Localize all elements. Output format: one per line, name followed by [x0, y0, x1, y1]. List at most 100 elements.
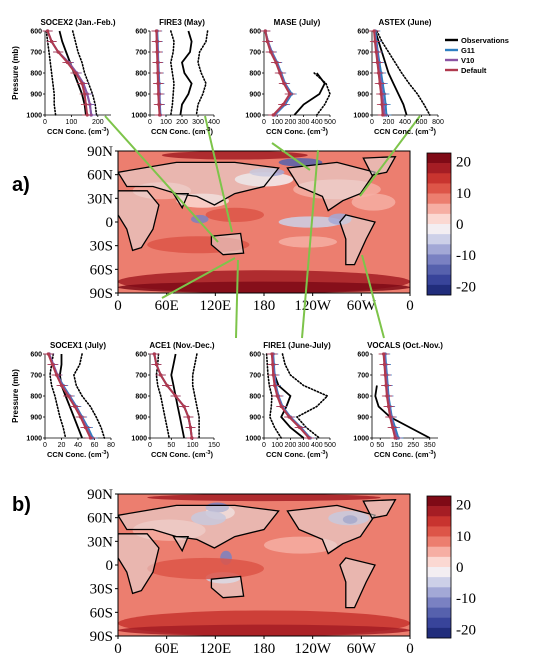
- profile-x-tick-label: 300: [192, 119, 204, 126]
- map-a-lon-label: 120E: [199, 298, 231, 314]
- profile-x-tick-label: 0: [262, 119, 266, 126]
- profile-y-tick-label: 1000: [353, 436, 369, 443]
- colorbar-a-tick-label: 20: [456, 155, 471, 171]
- default-point: [188, 425, 193, 430]
- default-point: [154, 362, 158, 367]
- map-a-anomaly-region: [118, 281, 410, 293]
- observations-spread-line: [45, 30, 57, 116]
- default-point: [382, 362, 386, 367]
- default-point: [84, 102, 88, 107]
- map-a-anomaly-region: [278, 216, 343, 228]
- profile-y-tick-label: 600: [357, 29, 369, 36]
- profile-title: FIRE3 (May): [159, 18, 205, 27]
- map-b-lon-label: 0: [406, 641, 414, 657]
- default-point: [156, 81, 160, 86]
- legend-label: Default: [461, 66, 487, 75]
- default-point: [393, 436, 397, 440]
- default-point: [157, 102, 161, 107]
- map-b-anomaly-region: [118, 624, 410, 636]
- default-point: [88, 436, 92, 440]
- map-b-lon-label: 60E: [155, 641, 179, 657]
- default-point: [174, 394, 178, 398]
- colorbar-a-swatch: [427, 193, 451, 205]
- profile-y-tick-label: 700: [135, 373, 147, 380]
- profile-y-tick-label: 800: [357, 394, 369, 401]
- profile-x-tick-label: 0: [148, 119, 152, 126]
- default-point: [155, 60, 159, 65]
- colorbar-a-swatch: [427, 234, 451, 245]
- default-point: [186, 415, 190, 419]
- map-a-lat-label: 90N: [87, 144, 113, 160]
- colorbar-b-swatch: [427, 506, 451, 517]
- profile-y-tick-label: 1000: [245, 436, 261, 443]
- observations-spread-line: [281, 353, 329, 439]
- legend-label: Observations: [461, 36, 509, 45]
- default-point: [380, 102, 384, 107]
- colorbar-a-swatch: [427, 264, 451, 276]
- colorbar-a-swatch: [427, 224, 451, 235]
- profile-y-tick-label: 900: [249, 92, 261, 99]
- default-point: [273, 383, 277, 388]
- map-b-lat-label: 0: [106, 558, 114, 574]
- profile-title: SOCEX1 (July): [50, 341, 106, 350]
- profile-y-tick-label: 900: [249, 415, 261, 422]
- profile-x-tick-label: 100: [187, 442, 199, 449]
- profile-x-tick-label: 250: [407, 442, 419, 449]
- default-point: [83, 92, 87, 96]
- profile-x-tick-label: 800: [432, 119, 444, 126]
- map-b-coast-south-america: [339, 557, 376, 609]
- profile-y-tick-label: 800: [249, 71, 261, 78]
- map-b-lat-label: 90S: [90, 629, 113, 645]
- default-point: [182, 404, 186, 409]
- default-point: [190, 436, 194, 440]
- profile-x-label: CCN Conc. (cm-3): [266, 127, 328, 136]
- colorbar-b-tick-label: 20: [456, 498, 471, 514]
- observations-spread-line: [195, 30, 209, 116]
- profile-x-label: CCN Conc. (cm-3): [374, 127, 436, 136]
- profile-y-tick-label: 600: [30, 352, 42, 359]
- map-a-lon-label: 60E: [155, 298, 179, 314]
- default-point: [279, 404, 283, 409]
- default-point: [66, 394, 70, 398]
- map-a-coast-africa: [118, 190, 160, 252]
- profile-x-tick-label: 600: [416, 119, 428, 126]
- default-point: [281, 102, 285, 107]
- default-point: [156, 92, 160, 96]
- map-b-coast-africa: [118, 533, 160, 595]
- default-point: [298, 425, 302, 430]
- profile-y-tick-label: 1000: [245, 113, 261, 120]
- profile-y-tick-label: 800: [249, 394, 261, 401]
- map-b-anomaly-region: [147, 557, 264, 580]
- profile-y-label: Pressure (mb): [11, 369, 20, 423]
- observations-spread-line: [73, 353, 106, 439]
- colorbar-a-swatch: [427, 274, 451, 286]
- profile-y-tick-label: 900: [357, 415, 369, 422]
- default-point: [375, 60, 379, 65]
- profile-x-tick-label: 20: [58, 442, 66, 449]
- default-point: [155, 50, 159, 54]
- profile-x-tick-label: 500: [324, 119, 336, 126]
- profile-title: SOCEX2 (Jan.-Feb.): [40, 18, 115, 27]
- profile-y-tick-label: 600: [30, 29, 42, 36]
- map-a-anomaly-region: [278, 236, 337, 248]
- observations-spread-line: [191, 353, 200, 439]
- map-b-coast-australia: [210, 575, 245, 599]
- observations-spread-line: [313, 72, 331, 116]
- connector-line: [161, 257, 236, 299]
- profile-y-tick-label: 800: [30, 394, 42, 401]
- map-a-coast-north-america: [286, 161, 377, 212]
- profile-x-tick-label: 0: [262, 442, 266, 449]
- default-point: [381, 113, 385, 117]
- map-b-lat-label: 90N: [87, 487, 113, 503]
- profile-y-tick-label: 600: [135, 29, 147, 36]
- profile-x-tick-label: 100: [160, 119, 172, 126]
- profile-y-tick-label: 900: [357, 92, 369, 99]
- default-point: [156, 71, 160, 75]
- default-point: [271, 373, 275, 377]
- map-a-lat-label: 0: [106, 215, 114, 231]
- legend-label: V10: [461, 56, 474, 65]
- colorbar-b-tick-label: 0: [456, 560, 464, 576]
- map-a-anomaly-region: [205, 207, 264, 222]
- profile-x-tick-label: 50: [376, 442, 384, 449]
- default-point: [282, 81, 286, 86]
